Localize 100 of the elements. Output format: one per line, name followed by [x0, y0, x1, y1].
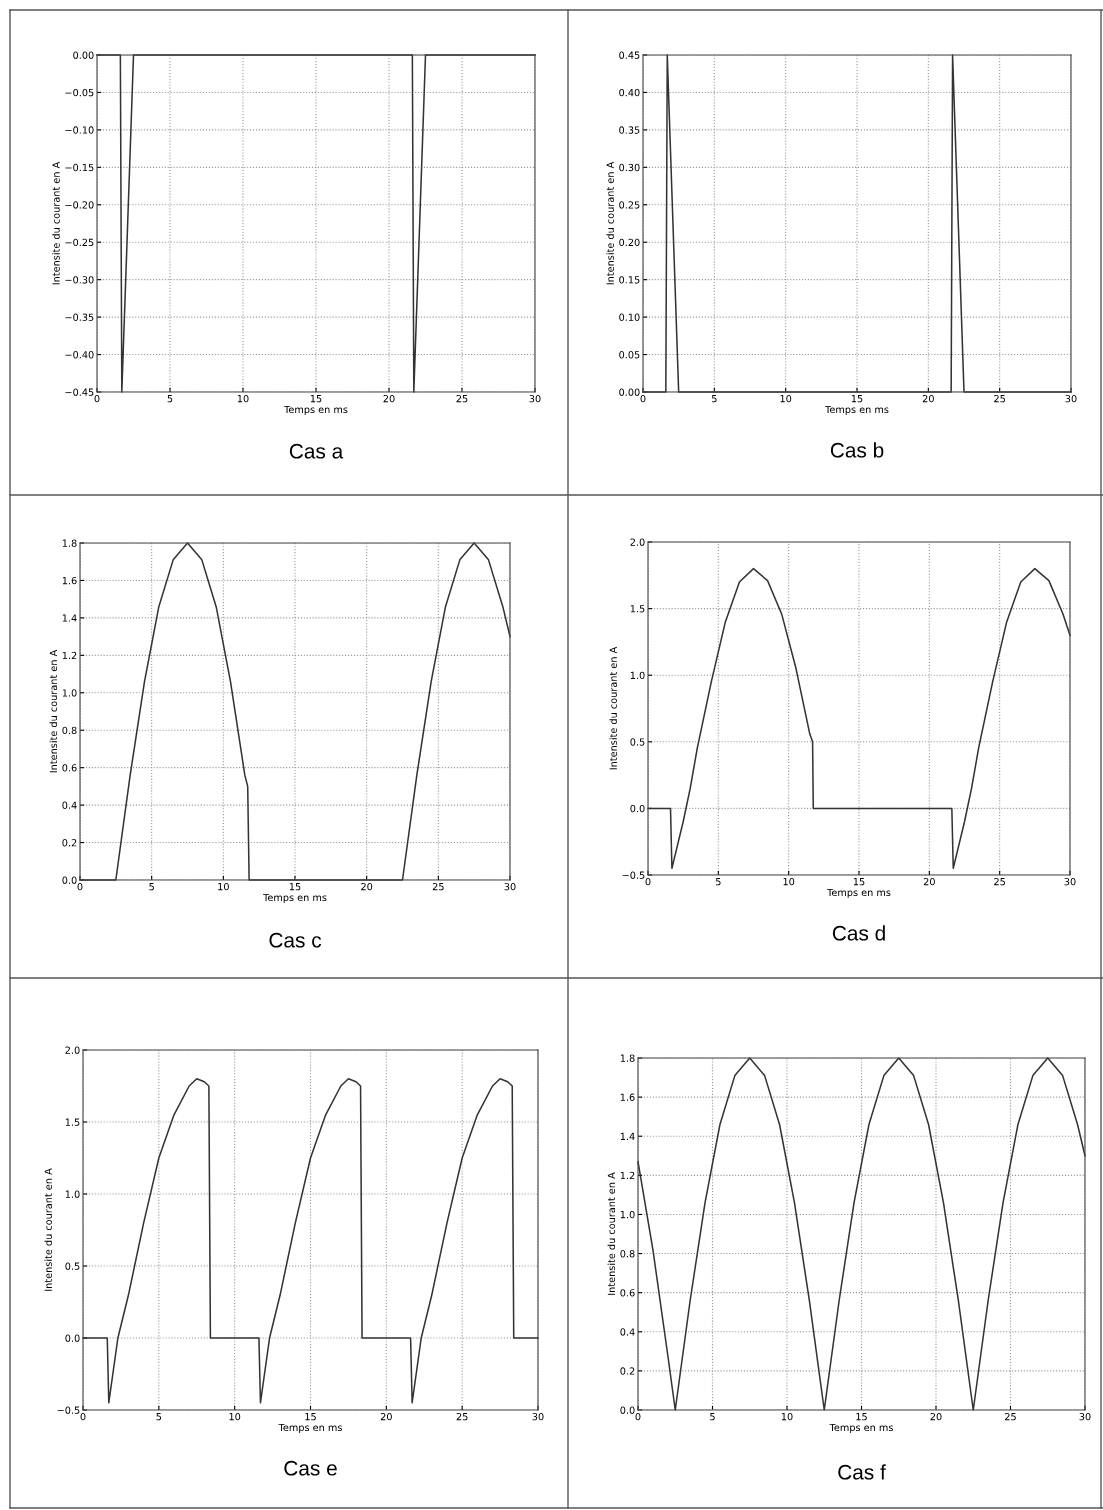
y-tick-label: 0.6: [620, 1289, 635, 1297]
y-tick-label: 1.2: [620, 1171, 635, 1180]
x-tick-label: 15: [853, 878, 865, 886]
x-tick-label: 15: [856, 1413, 867, 1421]
y-tick-label: −0.45: [65, 388, 94, 396]
x-tick-label: 15: [289, 883, 301, 891]
text: Cas f: [838, 1464, 886, 1480]
y-tick-label: 0.2: [62, 839, 77, 847]
x-tick-label: 15: [305, 1413, 316, 1421]
y-axis-title: Intensite du courant en A: [609, 646, 617, 770]
line-series: [637, 1057, 1086, 1411]
x-tick-label: 20: [923, 877, 935, 886]
x-axis-title: Temps en ms: [284, 405, 348, 415]
y-tick-label: 0.30: [619, 163, 640, 172]
y-tick-label: 1.4: [62, 614, 77, 622]
y-tick-label: 0.0: [65, 1334, 80, 1342]
x-tick-label: 10: [780, 394, 792, 403]
x-tick-label: 30: [1079, 1412, 1091, 1421]
x-tick-label: 5: [167, 395, 173, 403]
x-tick-label: 5: [149, 883, 154, 891]
x-tick-label: 30: [504, 882, 516, 891]
x-tick-label: 5: [711, 395, 717, 403]
x-axis-title: Temps en ms: [263, 893, 327, 903]
y-tick-label: 1.6: [62, 576, 77, 585]
x-tick-label: 30: [1065, 394, 1077, 403]
y-tick-label: 1.0: [630, 671, 645, 680]
y-tick-label: 0.00: [73, 51, 94, 59]
y-tick-label: −0.35: [65, 313, 94, 321]
x-tick-label: 5: [715, 878, 721, 886]
x-tick-label: 5: [156, 1413, 162, 1421]
x-tick-label: 30: [1064, 877, 1076, 886]
x-tick-label: 0: [635, 1412, 641, 1421]
x-tick-label: 15: [851, 395, 863, 403]
y-tick-label: −0.40: [65, 351, 94, 359]
text: Cas b: [830, 442, 884, 458]
y-tick-label: 1.6: [620, 1093, 635, 1101]
y-tick-label: −0.15: [65, 163, 94, 172]
x-tick-label: 0: [77, 882, 83, 891]
y-tick-label: 0.4: [620, 1328, 635, 1336]
y-tick-label: 0.2: [620, 1367, 635, 1375]
x-tick-label: 10: [237, 394, 249, 403]
y-tick-label: 0.8: [62, 726, 77, 735]
y-tick-label: 0.15: [619, 276, 640, 284]
y-tick-label: 0.5: [630, 738, 645, 746]
y-tick-label: −0.25: [65, 238, 94, 247]
x-axis-title: Temps en ms: [825, 405, 889, 415]
y-tick-label: 1.0: [65, 1190, 80, 1198]
y-tick-label: 0.8: [620, 1250, 635, 1258]
y-tick-label: 0.05: [619, 351, 640, 359]
x-tick-label: 0: [94, 394, 100, 403]
y-tick-label: 0.0: [630, 804, 645, 813]
x-tick-label: 10: [783, 877, 795, 886]
x-tick-label: 15: [310, 395, 322, 403]
y-tick-label: 0.0: [62, 876, 77, 884]
x-tick-label: 0: [80, 1412, 86, 1421]
x-tick-label: 10: [229, 1412, 241, 1421]
x-tick-label: 25: [456, 1412, 468, 1421]
y-tick-label: 0.35: [619, 126, 640, 134]
y-axis-title: Intensite du courant en A: [44, 1168, 52, 1291]
line-series: [647, 567, 1071, 870]
text: Cas a: [289, 443, 344, 459]
line-series: [82, 1078, 539, 1404]
y-tick-label: −0.5: [622, 871, 645, 879]
x-tick-label: 30: [532, 1412, 544, 1421]
x-tick-label: 10: [218, 882, 229, 891]
y-axis-title: Intensite du courant en A: [52, 161, 60, 285]
y-tick-label: 0.25: [619, 201, 640, 209]
y-tick-label: 1.0: [62, 689, 77, 697]
y-tick-label: −0.20: [65, 201, 94, 209]
y-tick-label: −0.05: [65, 88, 94, 97]
y-tick-label: 0.45: [619, 51, 640, 59]
y-tick-label: −0.10: [65, 126, 94, 134]
x-axis-title: Temps en ms: [827, 888, 891, 898]
y-tick-label: 1.5: [630, 605, 645, 613]
text: Cas e: [284, 1460, 337, 1476]
y-axis-title: Intensite du courant en A: [606, 161, 614, 285]
y-tick-label: 1.2: [62, 651, 77, 660]
y-tick-label: −0.5: [57, 1406, 80, 1414]
y-axis-title: Intensite du courant en A: [607, 1172, 616, 1295]
y-tick-label: 0.40: [619, 88, 640, 97]
y-tick-label: 1.0: [620, 1210, 635, 1219]
x-tick-label: 20: [380, 1412, 392, 1421]
y-tick-label: 0.00: [619, 388, 640, 396]
x-tick-label: 20: [930, 1412, 942, 1421]
x-axis-title: Temps en ms: [278, 1423, 342, 1433]
x-tick-label: 25: [994, 877, 1005, 886]
text: Cas d: [832, 925, 885, 941]
x-tick-label: 20: [361, 882, 373, 891]
x-tick-label: 5: [710, 1413, 715, 1421]
y-tick-label: 1.5: [65, 1118, 80, 1126]
y-tick-label: 1.8: [620, 1054, 635, 1062]
x-tick-label: 25: [1005, 1412, 1016, 1421]
y-tick-label: 0.20: [619, 238, 640, 247]
x-tick-label: 20: [383, 394, 395, 403]
y-tick-label: 1.8: [62, 539, 77, 547]
y-tick-label: 0.5: [65, 1262, 80, 1270]
x-tick-label: 30: [529, 394, 541, 403]
x-tick-label: 25: [432, 882, 444, 891]
y-tick-label: 1.4: [620, 1132, 635, 1140]
x-tick-label: 20: [922, 394, 934, 403]
